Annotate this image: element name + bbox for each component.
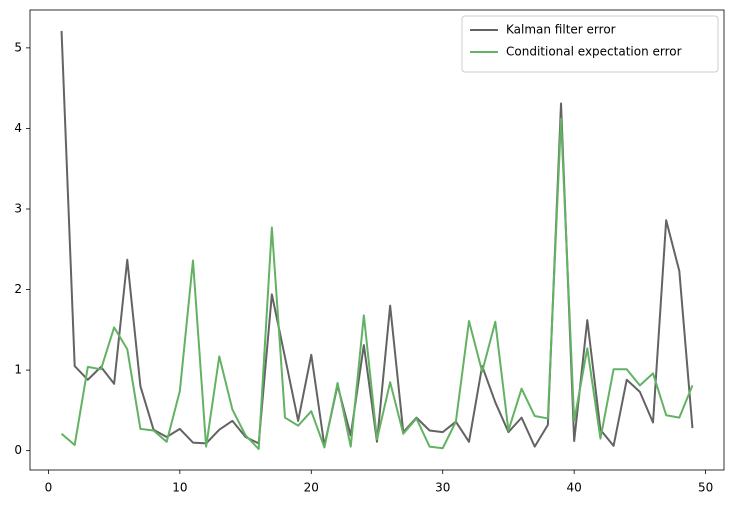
data-line bbox=[60, 30, 694, 448]
y-tick-label: 2 bbox=[14, 282, 22, 296]
data-line bbox=[60, 117, 694, 451]
legend-label: Conditional expectation error bbox=[506, 45, 682, 59]
x-tick-label: 30 bbox=[435, 481, 450, 495]
y-tick-label: 5 bbox=[14, 40, 22, 54]
x-tick-label: 40 bbox=[567, 481, 582, 495]
y-tick-label: 0 bbox=[14, 443, 22, 457]
legend-label: Kalman filter error bbox=[506, 23, 616, 37]
y-tick-label: 4 bbox=[14, 121, 22, 135]
plot-frame bbox=[29, 9, 725, 471]
x-tick-label: 10 bbox=[172, 481, 187, 495]
y-tick-label: 1 bbox=[14, 363, 22, 377]
x-tick-label: 50 bbox=[698, 481, 713, 495]
x-tick-label: 20 bbox=[304, 481, 319, 495]
y-tick-label: 3 bbox=[14, 201, 22, 215]
x-tick-label: 0 bbox=[45, 481, 53, 495]
legend-box bbox=[461, 15, 719, 73]
